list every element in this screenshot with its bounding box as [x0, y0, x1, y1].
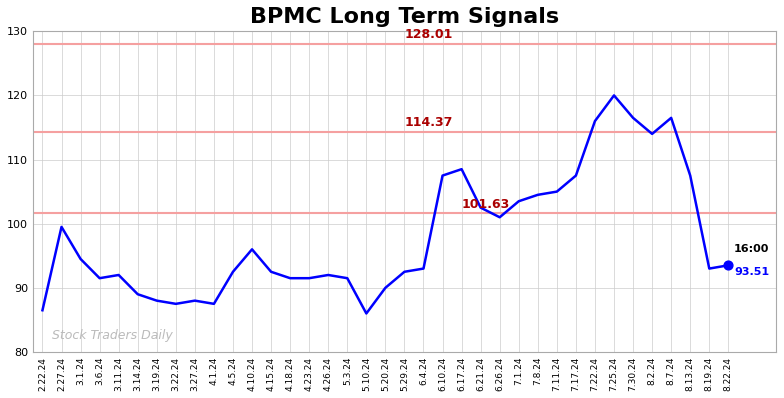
- Point: [722, 262, 735, 269]
- Text: Stock Traders Daily: Stock Traders Daily: [52, 329, 172, 342]
- Text: 101.63: 101.63: [462, 198, 510, 211]
- Text: 93.51: 93.51: [734, 267, 769, 277]
- Text: 114.37: 114.37: [405, 116, 453, 129]
- Text: 128.01: 128.01: [405, 29, 453, 41]
- Title: BPMC Long Term Signals: BPMC Long Term Signals: [250, 7, 559, 27]
- Text: 16:00: 16:00: [734, 244, 769, 254]
